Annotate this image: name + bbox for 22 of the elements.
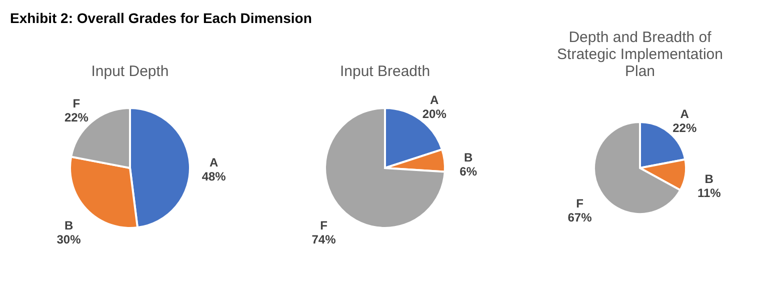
slice-label: B bbox=[64, 218, 74, 232]
data-label: 6% bbox=[460, 164, 478, 178]
data-label: 30% bbox=[56, 232, 82, 246]
data-label: 48% bbox=[202, 170, 226, 184]
data-label: 20% bbox=[422, 107, 447, 122]
data-label: 67% bbox=[568, 210, 592, 225]
slice-label: B bbox=[704, 172, 714, 186]
slice-label: F bbox=[72, 96, 80, 110]
slice-label: A bbox=[210, 156, 218, 170]
slice-label: A bbox=[680, 107, 690, 122]
data-label: 11% bbox=[697, 186, 722, 200]
chart-title: Depth and Breadth of Strategic Implementation Plan bbox=[557, 29, 723, 80]
slice-label: A bbox=[430, 93, 440, 108]
data-label: 22% bbox=[672, 121, 697, 136]
text: Exhibit 2: Overall Grades for Each Dimension bbox=[10, 10, 312, 26]
slice-label: B bbox=[464, 150, 473, 164]
slice-label: F bbox=[576, 196, 584, 211]
slice-label: F bbox=[320, 218, 328, 232]
chart-title: Input Breadth bbox=[340, 63, 430, 80]
data-label: 74% bbox=[312, 232, 336, 246]
chart-title: Input Depth bbox=[91, 63, 169, 80]
data-label: 22% bbox=[64, 110, 89, 124]
